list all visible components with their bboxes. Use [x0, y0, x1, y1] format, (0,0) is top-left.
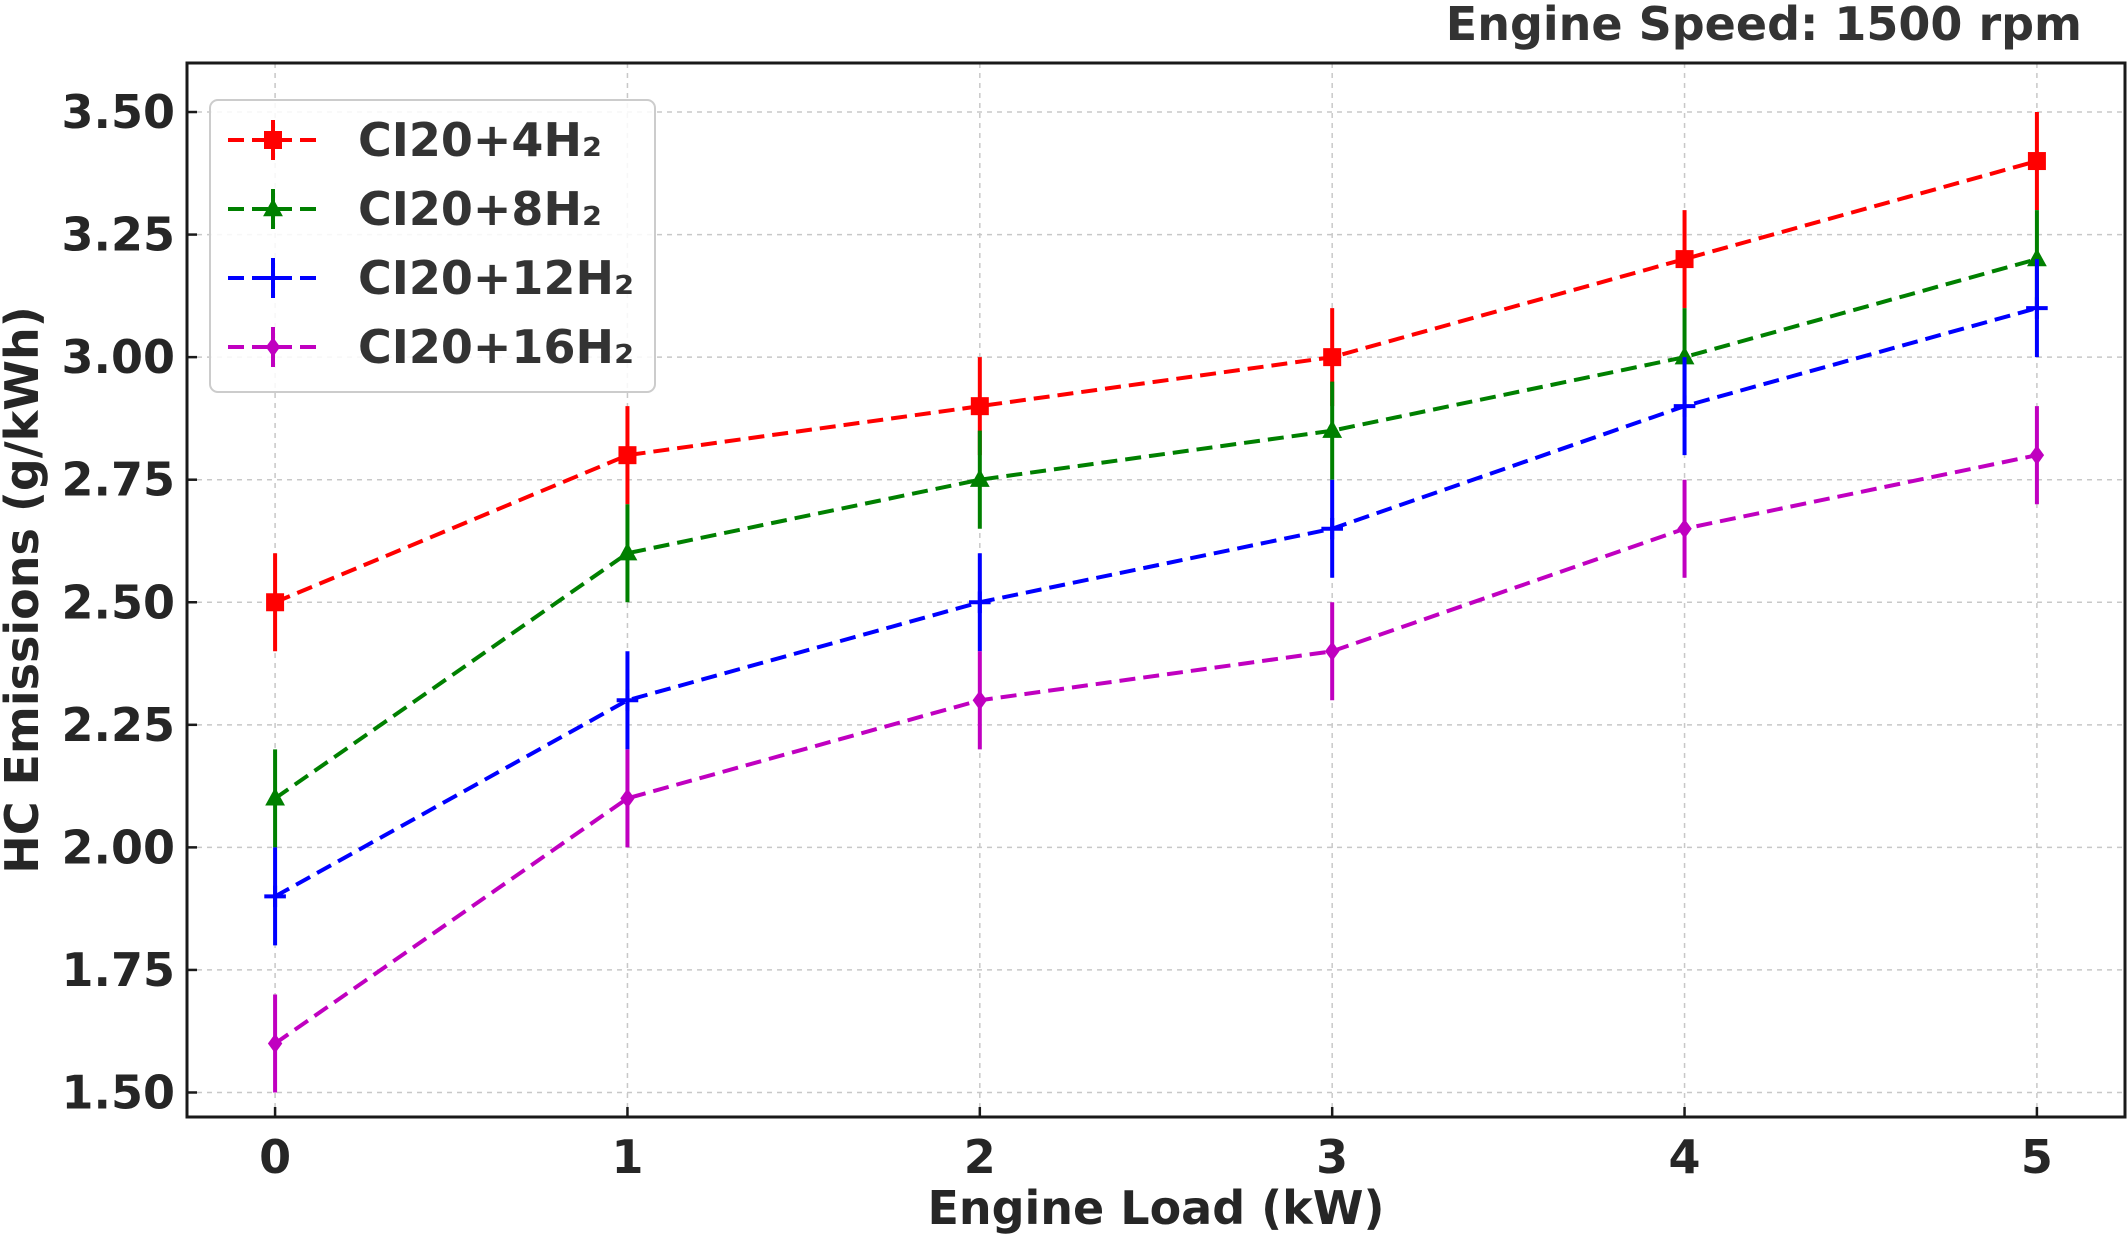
x-tick-label: 2	[964, 1130, 996, 1184]
legend-marker	[265, 337, 281, 357]
data-point	[1677, 518, 1692, 539]
axis-ticks: 0 1 2 3 4 5 1.50 1.75 2.00 2.25 2.50 2.75 3.00 3.25 3.…	[62, 85, 2053, 1184]
data-point	[2027, 248, 2047, 267]
x-tick-label: 0	[259, 1130, 291, 1184]
y-tick-label: 3.00	[62, 330, 176, 384]
legend-marker	[263, 198, 283, 217]
x-tick-label: 5	[2021, 1130, 2053, 1184]
legend-label: CI20+4H₂	[358, 113, 602, 167]
y-axis-label: HC Emissions (g/kWh)	[0, 306, 49, 874]
x-tick-label: 4	[1669, 1130, 1701, 1184]
y-tick-label: 2.25	[62, 698, 176, 752]
data-point	[970, 397, 989, 416]
chart-subtitle: Engine Speed: 1500 rpm	[1446, 0, 2082, 51]
series-layer	[264, 112, 2048, 1093]
x-tick-label: 1	[611, 1130, 643, 1184]
y-tick-label: 3.25	[62, 208, 176, 262]
data-point	[1674, 346, 1695, 365]
data-point	[618, 446, 637, 465]
data-point	[617, 542, 638, 561]
series-line	[274, 159, 2038, 605]
data-point	[265, 787, 285, 806]
data-point	[1324, 641, 1340, 662]
data-point	[1675, 250, 1694, 269]
series-3	[264, 259, 2048, 946]
data-point	[620, 788, 635, 809]
y-tick-label: 1.50	[62, 1065, 176, 1119]
series-line	[273, 453, 2038, 1046]
legend-label: CI20+8H₂	[358, 182, 602, 236]
data-point	[969, 468, 990, 487]
legend-label: CI20+16H₂	[358, 320, 634, 374]
legend: CI20+4H₂ CI20+8H₂ CI20+12H₂ CI20+16H₂	[209, 99, 656, 393]
data-point	[972, 690, 988, 711]
data-point	[2027, 152, 2046, 171]
legend-label: CI20+12H₂	[358, 251, 634, 305]
data-point	[267, 1033, 283, 1054]
y-tick-label: 1.75	[62, 943, 176, 997]
data-point	[266, 593, 285, 612]
data-point	[1322, 419, 1343, 438]
x-axis-label: Engine Load (kW)	[927, 1181, 1384, 1235]
data-point	[2029, 445, 2045, 466]
series-4	[267, 406, 2045, 1093]
legend-box	[209, 99, 656, 393]
y-tick-label: 2.75	[62, 453, 176, 507]
series-1	[266, 112, 2046, 652]
legend-marker	[264, 131, 282, 149]
series-2	[265, 210, 2047, 848]
plot-frame	[185, 61, 2127, 1119]
x-tick-label: 3	[1316, 1130, 1348, 1184]
y-tick-label: 2.50	[62, 575, 176, 629]
series-line	[273, 257, 2038, 800]
y-tick-label: 2.00	[62, 820, 176, 874]
y-tick-label: 3.50	[62, 85, 176, 139]
series-line	[274, 306, 2038, 899]
data-point	[1323, 348, 1342, 367]
